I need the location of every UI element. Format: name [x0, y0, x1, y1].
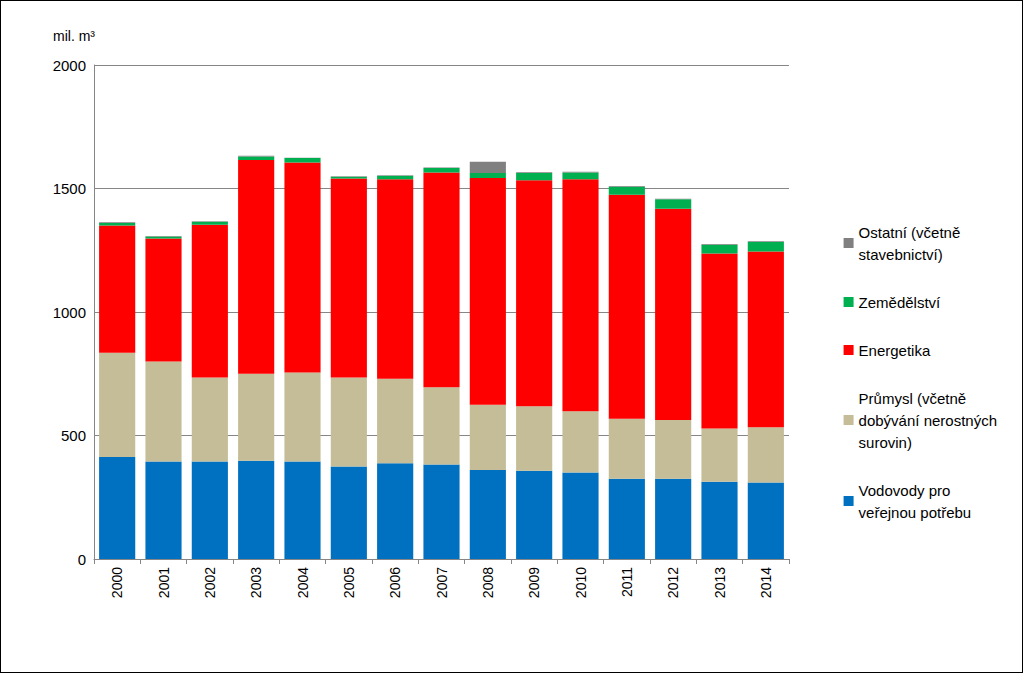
svg-text:2013: 2013 — [712, 567, 728, 598]
svg-text:2007: 2007 — [434, 567, 450, 598]
svg-text:2012: 2012 — [665, 567, 681, 598]
svg-text:surovin): surovin) — [859, 434, 912, 451]
svg-text:2000: 2000 — [109, 567, 125, 598]
svg-text:dobývání nerostných: dobývání nerostných — [859, 412, 997, 429]
svg-text:2003: 2003 — [248, 567, 264, 598]
svg-text:2011: 2011 — [619, 567, 635, 597]
svg-text:Ostatní (včetně: Ostatní (včetně — [859, 224, 961, 241]
svg-text:stavebnictví): stavebnictví) — [859, 246, 943, 263]
svg-text:2008: 2008 — [480, 567, 496, 598]
svg-text:2006: 2006 — [387, 567, 403, 598]
svg-text:2000: 2000 — [53, 57, 86, 74]
svg-text:Průmysl (včetně: Průmysl (včetně — [859, 390, 967, 407]
svg-text:veřejnou potřebu: veřejnou potřebu — [859, 504, 972, 521]
svg-text:2002: 2002 — [202, 567, 218, 598]
svg-text:2004: 2004 — [295, 567, 311, 598]
svg-text:2009: 2009 — [526, 567, 542, 598]
svg-text:mil. m³: mil. m³ — [53, 28, 95, 44]
svg-text:1500: 1500 — [53, 180, 86, 197]
svg-text:2001: 2001 — [156, 567, 172, 598]
svg-text:Vodovody pro: Vodovody pro — [859, 482, 951, 499]
svg-text:2010: 2010 — [573, 567, 589, 598]
svg-text:500: 500 — [61, 427, 86, 444]
svg-text:2014: 2014 — [758, 567, 774, 598]
svg-text:Zemědělství: Zemědělství — [859, 294, 942, 311]
svg-text:2005: 2005 — [341, 567, 357, 598]
svg-text:0: 0 — [78, 551, 86, 568]
svg-text:1000: 1000 — [53, 304, 86, 321]
svg-text:Energetika: Energetika — [859, 342, 931, 359]
